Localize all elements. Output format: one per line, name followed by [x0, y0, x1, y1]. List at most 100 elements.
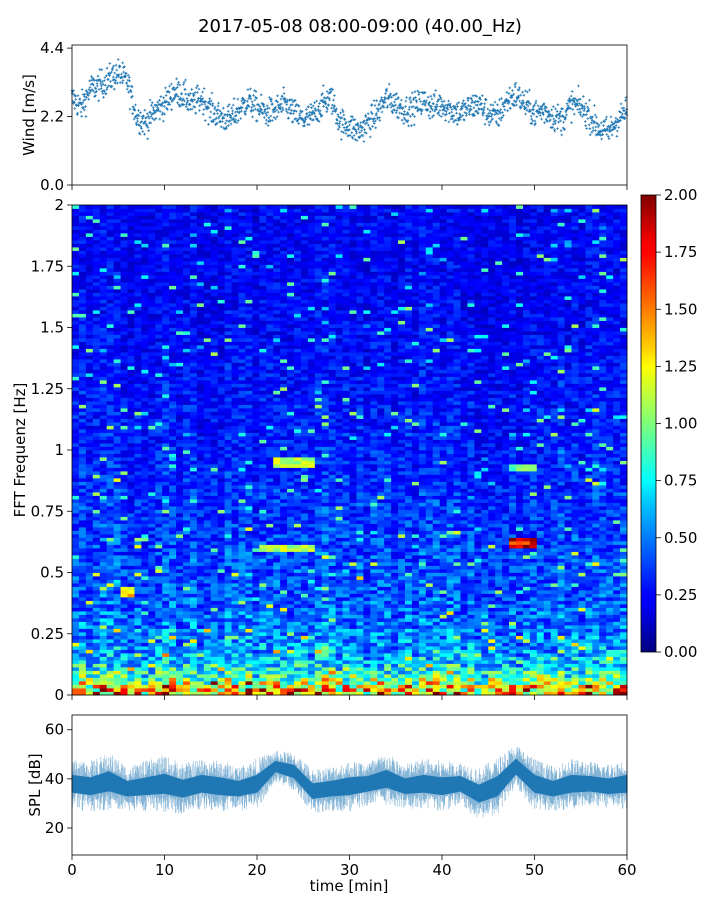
spectrogram-cell [467, 555, 475, 559]
spectrogram-cell [259, 632, 267, 636]
wind-point [193, 98, 196, 101]
spectrogram-cell [300, 649, 309, 654]
wind-point [234, 118, 238, 122]
spectrogram-cell [134, 548, 142, 552]
spectrogram-cell [252, 625, 260, 629]
spectrogram-cell [134, 555, 142, 559]
spectrogram-cell [183, 642, 191, 647]
spectrogram-cell [78, 569, 87, 573]
spectrogram-cell [453, 572, 461, 577]
wind-point [113, 87, 116, 91]
spectrogram-cell [363, 597, 371, 601]
spectrogram-cell [571, 579, 579, 584]
spectrogram-cell [377, 597, 385, 601]
wind-point [233, 120, 237, 124]
spectrogram-cell [495, 632, 503, 636]
spectrogram-cell [259, 551, 267, 556]
spectrogram-cell [113, 572, 121, 577]
spectrogram-cell [578, 621, 586, 626]
spectrogram-cell [529, 674, 538, 678]
spectrogram-cell [620, 632, 628, 636]
spectrogram-cell [99, 590, 108, 594]
spectrogram-cell [502, 579, 510, 584]
wind-point [137, 109, 140, 112]
spectrogram-cell [245, 681, 253, 685]
spectrogram-cell [606, 565, 614, 570]
spectrogram-cell [92, 653, 101, 657]
wind-point [158, 99, 161, 102]
spectrogram-cell [467, 558, 475, 563]
wind-point [285, 109, 288, 113]
spectrogram-cell [72, 639, 80, 643]
spectrogram-cell [287, 572, 295, 577]
spectrogram-cell [606, 688, 614, 692]
wind-point [114, 63, 118, 67]
spectrogram-cell [391, 597, 399, 601]
spectrogram-cell [287, 660, 295, 664]
spectrogram-cell [495, 684, 503, 689]
spectrogram-cell [148, 551, 156, 556]
spectrogram-cell [287, 639, 295, 643]
spectrogram-cell [585, 663, 593, 668]
spectrogram-cell [460, 681, 468, 685]
spectrogram-cell [92, 621, 101, 626]
spectrogram-cell [99, 593, 108, 598]
spectrogram-cell [606, 684, 614, 689]
spectrogram-cell [342, 607, 350, 612]
spectrogram-cell [162, 562, 170, 566]
spectrogram-cell [502, 604, 510, 608]
spectrogram-cell [113, 656, 121, 661]
spectrogram-cell [509, 628, 517, 633]
spectrogram-cell [585, 674, 593, 678]
spectrogram-cell [148, 677, 156, 682]
spectrogram-cell [502, 621, 510, 626]
spectrogram-cell [377, 653, 385, 657]
wind-point [216, 104, 220, 108]
spectrogram-cell [502, 649, 510, 654]
spectrogram-cell [398, 555, 406, 559]
spectrogram-cell [196, 593, 205, 598]
spectrogram-cell [585, 646, 593, 650]
wind-point [195, 101, 199, 104]
spectrogram-cell [134, 635, 142, 640]
wind-point [437, 111, 440, 114]
spectrogram-cell [245, 674, 253, 678]
wind-point [207, 123, 210, 126]
spectrogram-cell [287, 597, 295, 601]
spectrogram-cell [335, 632, 343, 636]
spectrogram-cell [606, 621, 614, 626]
spectrogram-cell [446, 660, 454, 664]
spectrogram-cell [474, 611, 482, 615]
spectrogram-cell [620, 590, 628, 594]
spectrogram-cell [418, 642, 427, 647]
wind-point [340, 130, 343, 133]
spectrogram-cell [550, 621, 559, 626]
spectrogram-cell [231, 572, 239, 577]
spectrogram-cell [384, 621, 392, 626]
spectrogram-cell [599, 548, 607, 552]
spectrogram-cell [516, 684, 524, 689]
spectrogram-cell [377, 593, 385, 598]
spectrogram-cell [120, 551, 128, 556]
wind-point [146, 126, 150, 129]
spectrogram-cell [439, 621, 448, 626]
spectrogram-cell [613, 660, 621, 664]
spectrogram-cell [176, 681, 184, 685]
wind-point [154, 117, 158, 120]
spectrogram-cell [148, 646, 156, 650]
spectrogram-cell [106, 681, 115, 685]
spectrogram-cell [536, 555, 545, 559]
spectrogram-cell [259, 642, 267, 647]
spectrogram-cell [502, 670, 510, 675]
spectrogram-cell [280, 628, 288, 633]
spectrogram-cell [113, 653, 121, 657]
spectrogram-cell [245, 558, 253, 563]
spectrogram-cell [300, 604, 309, 608]
spectrogram-cell [564, 660, 572, 664]
spectrogram-cell [453, 656, 461, 661]
wind-point [428, 101, 431, 104]
spectrogram-cell [377, 688, 385, 692]
spectrogram-cell [488, 572, 496, 577]
spectrogram-cell [481, 681, 489, 685]
spectrogram-cell [516, 667, 524, 671]
